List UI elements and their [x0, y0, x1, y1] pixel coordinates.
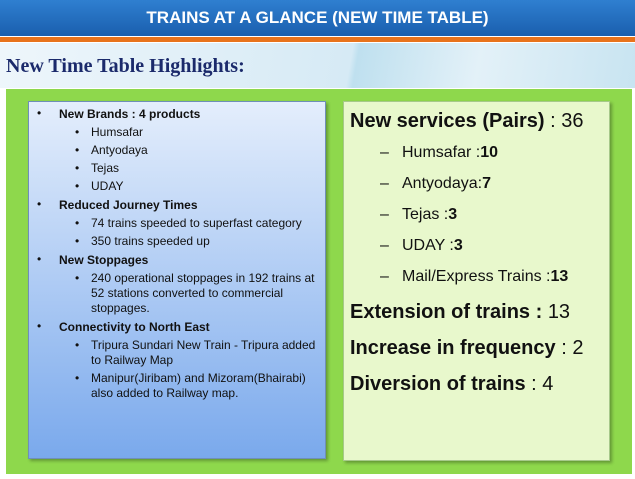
separator: : — [531, 373, 537, 395]
highlight-line: Diversion of trains : 4 — [350, 370, 603, 398]
sub-bullet: Tripura Sundari New Train - Tripura adde… — [35, 338, 317, 368]
group-heading: New Stoppages — [59, 253, 149, 267]
sub-bullet: Humsafar — [35, 125, 317, 140]
highlight-line: New services (Pairs) : 36 — [350, 107, 603, 135]
highlight-label: Increase in frequency — [350, 337, 556, 359]
subtitle: New Time Table Highlights: — [6, 55, 245, 77]
highlight-value: 4 — [542, 373, 554, 395]
highlight-label: Extension of trains : — [350, 301, 543, 323]
accent-line — [0, 37, 635, 42]
service-item: Tejas :3 — [350, 205, 603, 225]
sub-bullet: Antyodaya — [35, 143, 317, 158]
service-label: UDAY : — [402, 237, 454, 254]
separator: : — [561, 337, 567, 359]
title: TRAINS AT A GLANCE (NEW TIME TABLE) — [146, 8, 489, 27]
sub-bullet: UDAY — [35, 179, 317, 194]
highlight-line: Increase in frequency : 2 — [350, 334, 603, 362]
service-value: 3 — [453, 237, 463, 254]
group-heading: New Brands : 4 products — [59, 107, 201, 121]
sub-bullet: Tejas — [35, 161, 317, 176]
bullet-group: New Brands : 4 products — [35, 106, 317, 122]
service-value: 13 — [550, 268, 569, 285]
highlight-line: Extension of trains : 13 — [350, 298, 603, 326]
sub-bullet: 350 trains speeded up — [35, 234, 317, 249]
bullet-group: Reduced Journey Times — [35, 197, 317, 213]
subtitle-band — [0, 43, 635, 88]
service-item: Antyodaya:7 — [350, 174, 603, 194]
highlight-label: Diversion of trains — [350, 373, 526, 395]
group-heading: Reduced Journey Times — [59, 198, 198, 212]
highlight-value: 36 — [561, 110, 584, 132]
bullet-group: Connectivity to North East — [35, 319, 317, 335]
highlight-value: 2 — [572, 337, 584, 359]
service-item: UDAY :3 — [350, 236, 603, 256]
right-panel: New services (Pairs) : 36 Humsafar :10 Ant… — [343, 101, 610, 461]
service-value: 7 — [482, 175, 491, 192]
left-panel: New Brands : 4 products Humsafar Antyodaya… — [28, 101, 326, 459]
service-label: Mail/Express Trains : — [402, 268, 551, 285]
title-bar: TRAINS AT A GLANCE (NEW TIME TABLE) — [0, 0, 635, 36]
highlight-label: New services (Pairs) — [350, 110, 545, 132]
group-heading: Connectivity to North East — [59, 320, 210, 334]
service-label: Humsafar : — [402, 144, 481, 161]
sub-bullet: 74 trains speeded to superfast category — [35, 216, 317, 231]
service-value: 10 — [480, 144, 499, 161]
highlight-value: 13 — [547, 301, 571, 323]
separator: : — [550, 110, 556, 132]
bullet-group: New Stoppages — [35, 252, 317, 268]
sub-bullet: Manipur(Jiribam) and Mizoram(Bhairabi) a… — [35, 371, 317, 401]
service-label: Antyodaya: — [402, 175, 483, 192]
service-label: Tejas : — [402, 206, 449, 223]
service-item: Mail/Express Trains :13 — [350, 267, 603, 287]
service-item: Humsafar :10 — [350, 143, 603, 163]
sub-bullet: 240 operational stoppages in 192 trains … — [35, 271, 317, 316]
service-value: 3 — [448, 206, 458, 223]
